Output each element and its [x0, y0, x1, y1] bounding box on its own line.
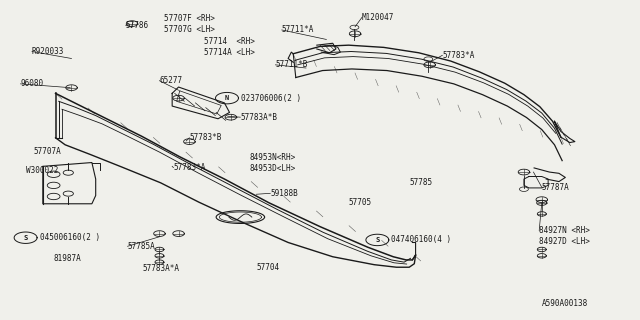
Text: 84927D <LH>: 84927D <LH> [540, 237, 590, 246]
Text: 81987A: 81987A [54, 254, 81, 263]
Text: 59188B: 59188B [270, 189, 298, 198]
Text: M120047: M120047 [362, 13, 394, 22]
Text: 57785A: 57785A [127, 242, 156, 251]
Text: 57783A*A: 57783A*A [143, 264, 180, 273]
Text: 57783*A: 57783*A [442, 51, 475, 60]
Text: 57707A: 57707A [33, 147, 61, 156]
Text: 57786: 57786 [125, 21, 148, 30]
Text: 57783*A: 57783*A [173, 163, 206, 172]
Text: 57707G <LH>: 57707G <LH> [164, 25, 215, 35]
Text: 57783*B: 57783*B [189, 133, 221, 142]
Text: 57711*A: 57711*A [282, 25, 314, 35]
Text: 57783A*B: 57783A*B [241, 113, 277, 122]
Text: 045006160(2 ): 045006160(2 ) [40, 233, 100, 242]
Text: A590A00138: A590A00138 [541, 299, 588, 308]
Text: S: S [375, 237, 380, 243]
Text: N: N [225, 95, 229, 101]
Text: 023706006(2 ): 023706006(2 ) [241, 94, 301, 103]
Text: 047406160(4 ): 047406160(4 ) [392, 236, 451, 244]
Text: 57714  <RH>: 57714 <RH> [204, 36, 255, 45]
Text: R920033: R920033 [32, 47, 65, 56]
Text: 57704: 57704 [256, 263, 280, 272]
Text: 57787A: 57787A [541, 183, 570, 192]
Text: 57714A <LH>: 57714A <LH> [204, 48, 255, 57]
Text: 84927N <RH>: 84927N <RH> [540, 226, 590, 235]
Text: 96080: 96080 [20, 79, 44, 88]
Text: 84953N<RH>: 84953N<RH> [250, 153, 296, 162]
Text: 57705: 57705 [349, 198, 372, 207]
Text: S: S [24, 235, 28, 241]
Text: 57785: 57785 [409, 178, 433, 187]
Text: 84953D<LH>: 84953D<LH> [250, 164, 296, 173]
Text: W300022: W300022 [26, 166, 58, 175]
Text: 65277: 65277 [159, 76, 182, 85]
Text: 57707F <RH>: 57707F <RH> [164, 14, 215, 23]
Text: 57711*B: 57711*B [275, 60, 308, 69]
